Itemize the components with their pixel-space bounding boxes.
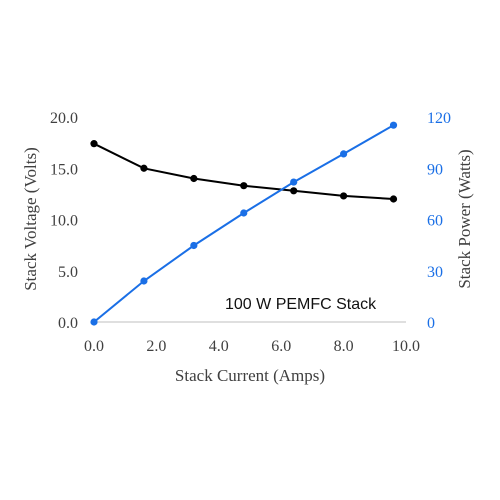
data-point-voltage xyxy=(140,164,148,172)
y-tick-label: 5.0 xyxy=(58,264,78,281)
data-point-voltage xyxy=(190,174,198,183)
x-tick-label: 0.0 xyxy=(84,338,104,355)
y-axis-label: Stack Voltage (Volts) xyxy=(21,147,40,291)
y-tick-label: 15.0 xyxy=(50,161,78,178)
y2-tick-label: 120 xyxy=(427,110,451,127)
y2-tick-label: 60 xyxy=(427,213,443,230)
data-point-voltage xyxy=(90,140,98,148)
x-tick-label: 8.0 xyxy=(334,338,354,355)
x-tick-label: 10.0 xyxy=(392,338,420,355)
series-line-power xyxy=(93,124,394,323)
x-tick-label: 6.0 xyxy=(271,338,291,355)
y-tick-label: 20.0 xyxy=(50,110,78,127)
data-point-voltage xyxy=(290,187,298,195)
x-axis-label: Stack Current (Amps) xyxy=(175,366,325,385)
y2-tick-label: 30 xyxy=(427,264,443,281)
y2-tick-label: 0 xyxy=(427,315,435,332)
y-tick-label: 10.0 xyxy=(50,213,78,230)
data-point-power xyxy=(340,150,348,158)
tick-labels: 0.0 2.0 4.0 6.0 8.0 10.0 0.0 5.0 10.0 15.0 20.0 0 30… xyxy=(50,110,451,355)
y-tick-label: 0.0 xyxy=(58,315,78,332)
data-point-power xyxy=(190,241,198,250)
data-point-voltage xyxy=(389,195,398,203)
data-point-voltage xyxy=(340,192,348,200)
y2-tick-label: 90 xyxy=(427,161,443,178)
data-point-power xyxy=(90,318,98,326)
data-point-power xyxy=(389,121,398,129)
y2-axis-label: Stack Power (Watts) xyxy=(455,149,474,288)
data-point-voltage xyxy=(240,182,248,190)
data-point-power xyxy=(240,209,248,217)
x-tick-label: 4.0 xyxy=(209,338,229,355)
chart-annotation: 100 W PEMFC Stack xyxy=(225,296,377,313)
data-point-power xyxy=(290,178,298,186)
series-group xyxy=(90,121,398,326)
data-point-power xyxy=(140,277,148,285)
x-tick-label: 2.0 xyxy=(146,338,166,355)
